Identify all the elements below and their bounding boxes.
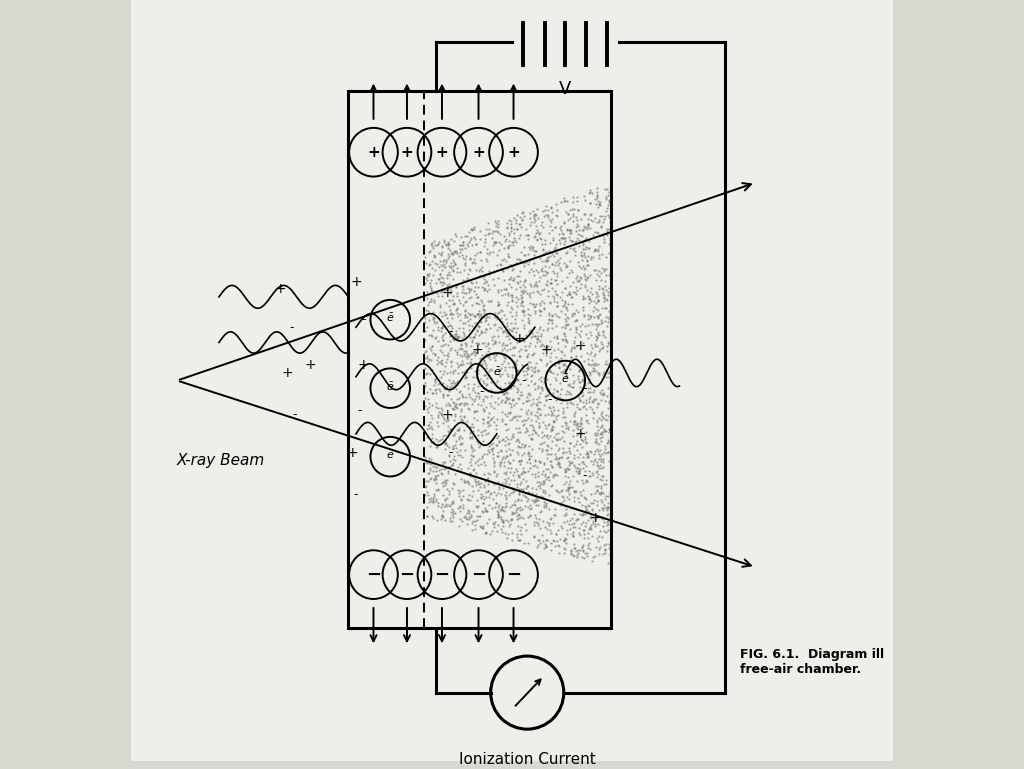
Text: -: - bbox=[582, 381, 587, 394]
Text: +: + bbox=[282, 366, 293, 380]
Text: -: - bbox=[548, 393, 552, 406]
Text: Ionization Current: Ionization Current bbox=[459, 752, 596, 767]
Bar bbox=[348, 92, 611, 628]
Text: +: + bbox=[441, 286, 453, 300]
Text: +: + bbox=[357, 358, 370, 372]
Text: +: + bbox=[367, 145, 380, 160]
Text: -: - bbox=[449, 325, 454, 338]
Text: V: V bbox=[559, 80, 571, 98]
Text: -: - bbox=[357, 404, 362, 418]
Text: -: - bbox=[289, 321, 294, 334]
Text: +: + bbox=[274, 282, 286, 296]
Text: +: + bbox=[514, 331, 525, 346]
Text: $\bar{e}$: $\bar{e}$ bbox=[561, 373, 569, 385]
Text: −: − bbox=[366, 566, 381, 584]
Text: +: + bbox=[541, 343, 552, 357]
Text: +: + bbox=[400, 145, 414, 160]
Text: $\bar{e}$: $\bar{e}$ bbox=[386, 381, 394, 393]
Text: -: - bbox=[582, 469, 587, 482]
Text: X-ray Beam: X-ray Beam bbox=[177, 453, 265, 468]
Text: +: + bbox=[590, 511, 601, 524]
Text: +: + bbox=[574, 427, 587, 441]
Text: +: + bbox=[346, 446, 358, 460]
Text: $\bar{e}$: $\bar{e}$ bbox=[386, 449, 394, 461]
Text: $\bar{e}$: $\bar{e}$ bbox=[493, 365, 501, 378]
Text: −: − bbox=[506, 566, 521, 584]
Text: -: - bbox=[361, 313, 366, 326]
Text: -: - bbox=[353, 488, 358, 501]
Text: −: − bbox=[399, 566, 415, 584]
Text: −: − bbox=[434, 566, 450, 584]
Text: +: + bbox=[304, 358, 316, 372]
Text: -: - bbox=[521, 374, 525, 387]
Text: +: + bbox=[441, 408, 453, 422]
Text: -: - bbox=[449, 446, 454, 459]
Text: +: + bbox=[472, 145, 485, 160]
Text: +: + bbox=[472, 343, 483, 357]
Text: $\bar{e}$: $\bar{e}$ bbox=[386, 312, 394, 325]
Text: +: + bbox=[435, 145, 449, 160]
Text: -: - bbox=[479, 385, 483, 398]
Text: FIG. 6.1.  Diagram ill
free-air chamber.: FIG. 6.1. Diagram ill free-air chamber. bbox=[740, 648, 885, 676]
Text: +: + bbox=[507, 145, 520, 160]
Text: -: - bbox=[293, 408, 297, 421]
Text: +: + bbox=[350, 275, 361, 288]
Text: +: + bbox=[574, 339, 587, 353]
Text: −: − bbox=[471, 566, 486, 584]
